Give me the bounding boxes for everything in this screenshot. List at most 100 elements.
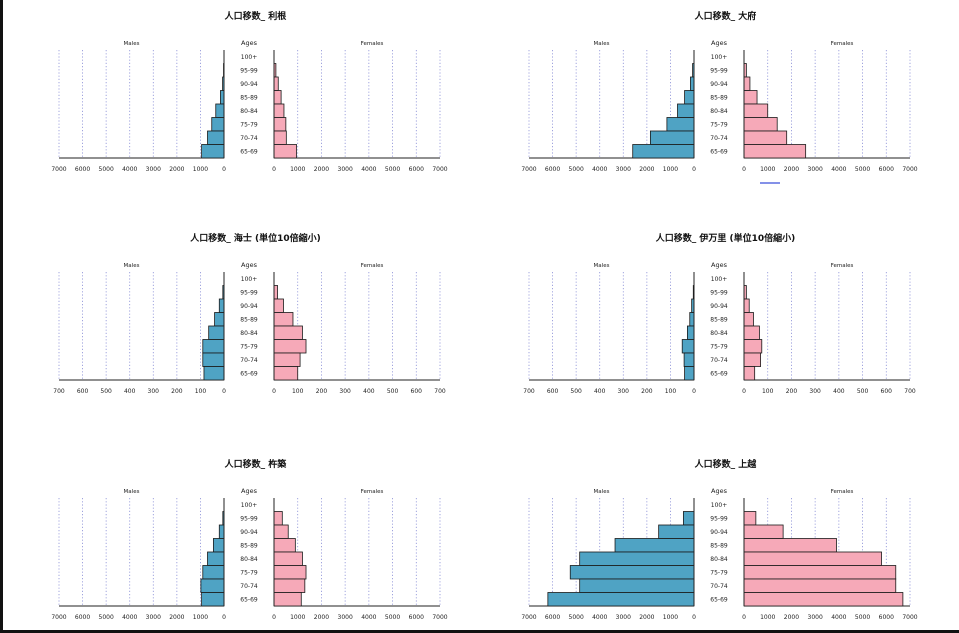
age-label: 95-99 <box>710 290 728 297</box>
male-bar <box>681 339 695 354</box>
age-label: 85-89 <box>240 317 258 324</box>
chart-title: 人口移数_ 海士 (単位10倍縮小) <box>189 232 321 244</box>
x-tick-label-males: 0 <box>692 614 696 621</box>
age-label: 65-69 <box>710 149 728 156</box>
x-tick-label-females: 100 <box>762 388 774 395</box>
x-tick-label-females: 0 <box>742 614 746 621</box>
males-label: Males <box>124 263 140 269</box>
ages-label: Ages <box>711 261 728 269</box>
x-tick-label-females: 0 <box>742 166 746 173</box>
x-tick-label-males: 200 <box>641 388 653 395</box>
x-tick-label-females: 0 <box>272 166 276 173</box>
x-tick-label-females: 2000 <box>314 166 329 173</box>
males-label: Males <box>594 263 610 269</box>
female-bar <box>273 339 307 354</box>
male-bar <box>220 90 225 105</box>
male-bar <box>207 551 225 566</box>
female-bar <box>743 366 756 381</box>
female-bar <box>743 592 904 607</box>
males-label: Males <box>124 41 140 47</box>
male-bar <box>682 511 695 526</box>
age-label: 85-89 <box>710 95 728 102</box>
age-label: 70-74 <box>240 135 258 142</box>
females-label: Females <box>831 489 854 495</box>
males-label: Males <box>594 41 610 47</box>
pyramid-panel-2: 人口移数_ 大府 Males Ages Females 100+ 95-99 90-94 85… <box>521 10 917 173</box>
female-bar <box>743 352 762 367</box>
age-label: 95-99 <box>240 290 258 297</box>
x-tick-label-females: 200 <box>316 388 328 395</box>
age-label: 85-89 <box>710 543 728 550</box>
male-bar <box>658 524 695 539</box>
female-bar <box>273 352 301 367</box>
x-tick-label-males: 600 <box>547 388 559 395</box>
male-bar <box>201 592 225 607</box>
male-bar <box>547 592 695 607</box>
x-tick-label-males: 400 <box>594 388 606 395</box>
x-tick-label-females: 2000 <box>784 166 799 173</box>
age-label: 80-84 <box>240 108 258 115</box>
x-tick-label-males: 3000 <box>146 614 161 621</box>
x-tick-label-females: 400 <box>833 388 845 395</box>
female-bar <box>743 130 788 145</box>
age-label: 65-69 <box>240 371 258 378</box>
x-tick-label-males: 0 <box>222 388 226 395</box>
x-tick-label-females: 100 <box>292 388 304 395</box>
male-bar <box>202 352 225 367</box>
female-bar <box>273 103 285 118</box>
age-label: 90-94 <box>710 529 728 536</box>
male-bar <box>214 312 225 327</box>
age-label: 100+ <box>711 54 727 61</box>
x-tick-label-males: 2000 <box>169 614 184 621</box>
females-label: Females <box>831 263 854 269</box>
male-bar <box>208 325 225 340</box>
female-bar <box>273 298 284 313</box>
male-bar <box>677 103 695 118</box>
female-bar <box>273 565 307 580</box>
ages-label: Ages <box>241 261 258 269</box>
x-tick-label-females: 1000 <box>760 166 775 173</box>
male-bar <box>212 538 225 553</box>
male-bar <box>684 366 695 381</box>
female-bar <box>273 130 287 145</box>
females-label: Females <box>361 41 384 47</box>
x-tick-label-males: 5000 <box>569 614 584 621</box>
x-tick-label-males: 0 <box>222 166 226 173</box>
x-tick-label-males: 0 <box>692 166 696 173</box>
age-label: 100+ <box>241 54 257 61</box>
male-bar <box>684 90 695 105</box>
female-bar <box>273 117 287 132</box>
x-tick-label-females: 5000 <box>385 166 400 173</box>
x-tick-label-males: 6000 <box>545 166 560 173</box>
female-bar <box>743 565 897 580</box>
male-bar <box>215 103 225 118</box>
age-label: 85-89 <box>240 95 258 102</box>
age-label: 100+ <box>711 502 727 509</box>
pyramid-panel-4: 人口移数_ 伊万里 (単位10倍縮小) Males Ages Females 100+ 9… <box>523 232 916 395</box>
x-tick-label-females: 0 <box>272 388 276 395</box>
x-tick-label-males: 6000 <box>75 614 90 621</box>
age-label: 80-84 <box>240 556 258 563</box>
x-tick-label-females: 4000 <box>361 166 376 173</box>
males-label: Males <box>594 489 610 495</box>
males-label: Males <box>124 489 140 495</box>
age-label: 75-79 <box>240 570 258 577</box>
frame-bottom-border <box>0 630 959 633</box>
x-tick-label-females: 2000 <box>784 614 799 621</box>
x-tick-label-males: 200 <box>171 388 183 395</box>
female-bar <box>743 538 837 553</box>
x-tick-label-females: 0 <box>272 614 276 621</box>
age-label: 100+ <box>241 502 257 509</box>
x-tick-label-males: 4000 <box>592 166 607 173</box>
x-tick-label-males: 1000 <box>663 166 678 173</box>
x-tick-label-males: 7000 <box>51 166 66 173</box>
male-bar <box>683 352 695 367</box>
x-tick-label-females: 6000 <box>409 614 424 621</box>
female-bar <box>273 524 289 539</box>
x-tick-label-males: 1000 <box>193 166 208 173</box>
age-label: 90-94 <box>710 81 728 88</box>
x-tick-label-females: 5000 <box>855 614 870 621</box>
x-tick-label-males: 100 <box>195 388 207 395</box>
